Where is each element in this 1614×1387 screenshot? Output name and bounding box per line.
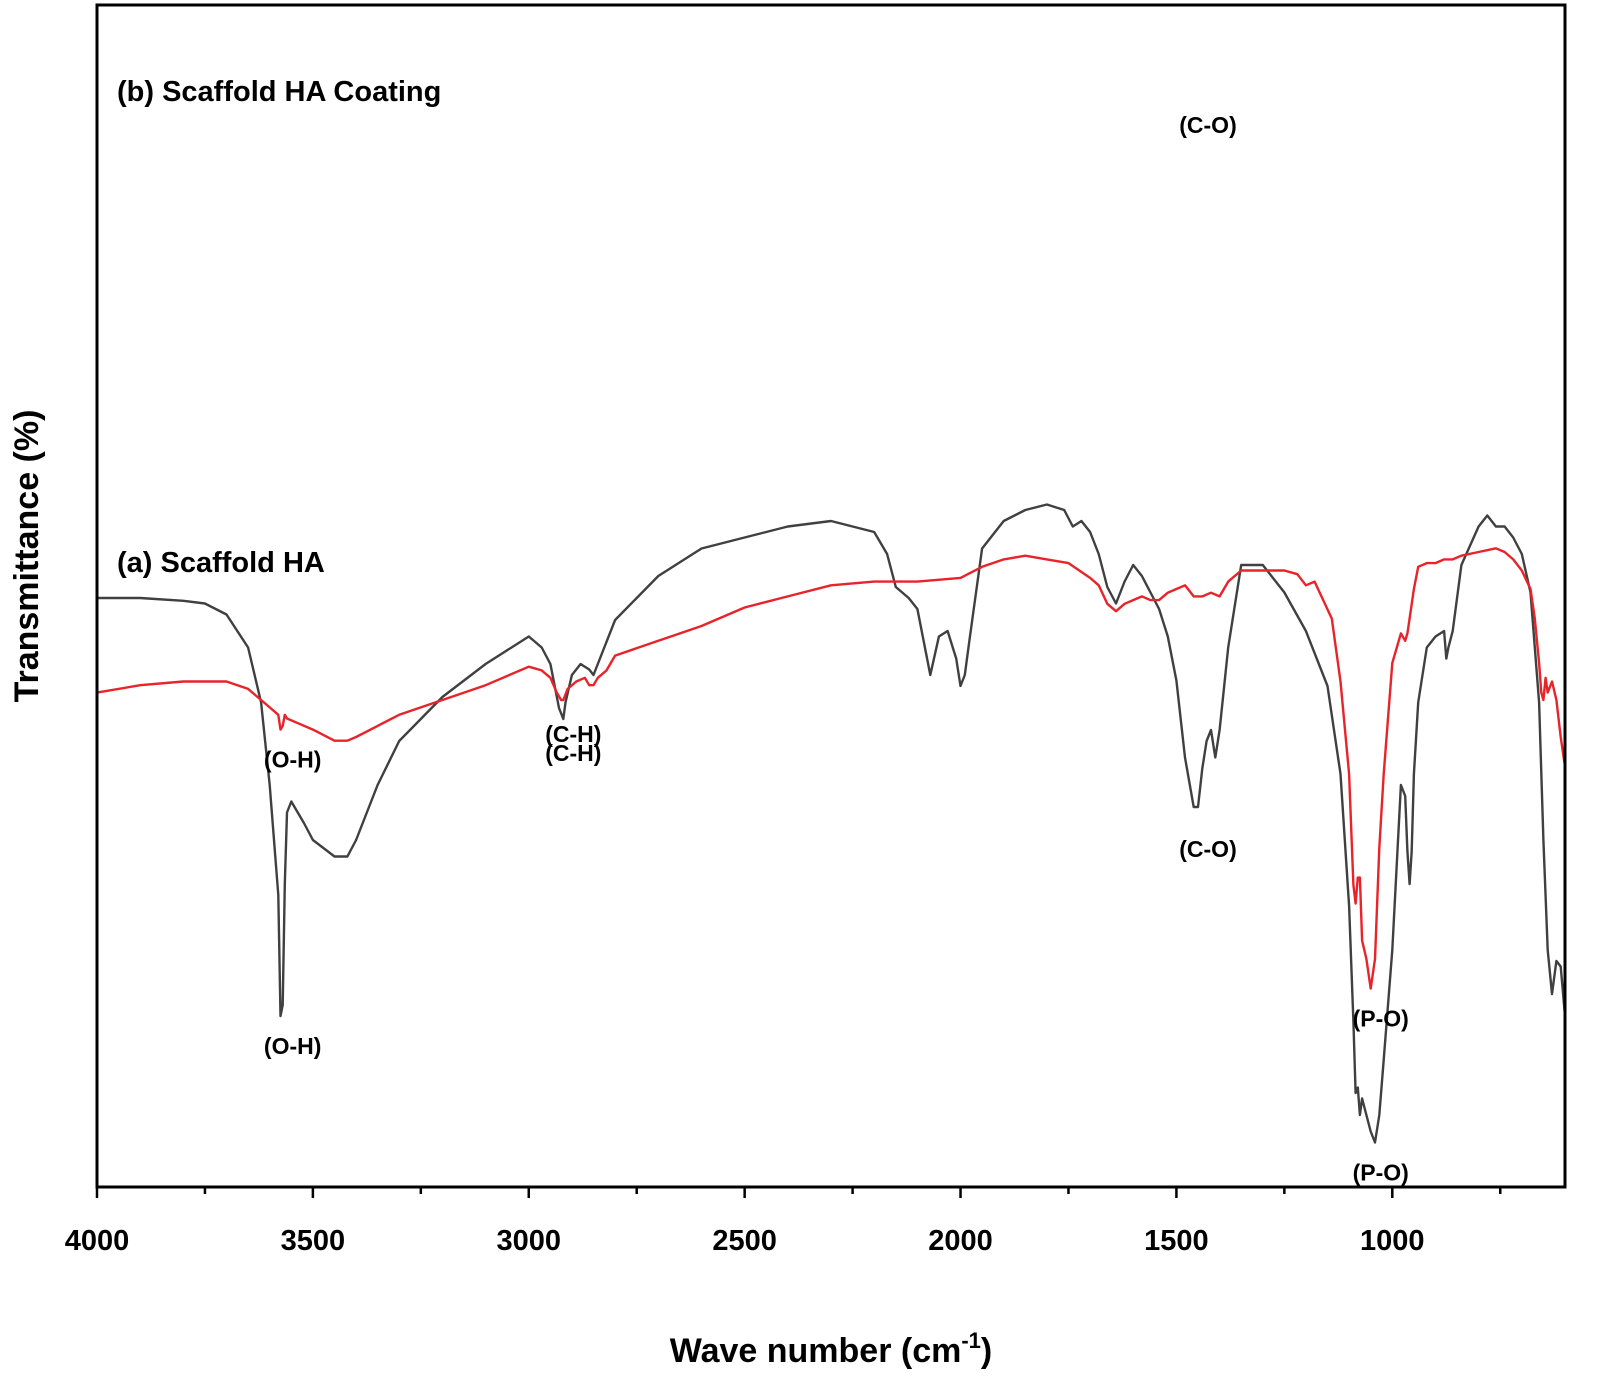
x-tick-label: 2000 [928,1225,993,1257]
peak-label: (O-H) [264,747,321,773]
series-line-scaffold-ha [97,503,1567,1144]
series-line-scaffold-ha-coating [96,547,1567,990]
peak-label: (O-H) [264,1033,321,1059]
x-tick-label: 1500 [1144,1225,1209,1257]
peak-label: (P-O) [1353,1160,1409,1186]
x-axis-ticks: 4000 3500 3000 2500 2000 1500 1000 [65,1187,1502,1257]
x-tick-label: 4000 [65,1225,130,1257]
x-axis-title-close: ) [981,1332,992,1370]
x-axis-title-main: Wave number (cm [670,1332,962,1370]
x-axis-title: Wave number (cm-1) [670,1328,992,1370]
peak-label: (C-H) [545,740,601,766]
peak-label: (P-O) [1353,1006,1409,1032]
plot-frame [95,3,1567,1189]
x-tick-label: 3500 [281,1225,346,1257]
x-tick-label: 2500 [712,1225,777,1257]
series-label-scaffold-ha: (a) Scaffold HA [117,547,325,579]
x-axis-title-sup: -1 [961,1328,981,1353]
y-axis-title: Transmittance (%) [8,410,46,703]
series-group [96,503,1567,1144]
peak-label: (C-O) [1179,112,1236,138]
peak-label: (C-H) [545,721,601,747]
x-tick-label: 3000 [497,1225,562,1257]
peak-label: (C-O) [1179,836,1236,862]
x-tick-label: 1000 [1360,1225,1425,1257]
annotations: (b) Scaffold HA Coating (O-H) (C-H) (C-O) (P… [117,76,1409,1186]
series-label-scaffold-ha-coating: (b) Scaffold HA Coating [117,76,441,108]
